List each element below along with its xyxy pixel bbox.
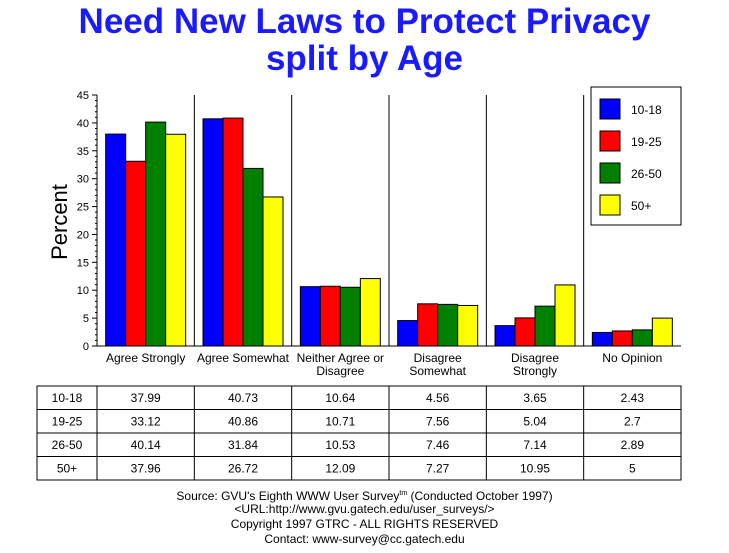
bar: [397, 320, 419, 347]
footer-source-sup: tm: [399, 490, 408, 497]
chart-title-line1: Need New Laws to Protect Privacy: [78, 2, 651, 41]
data-table-cell: 12.09: [325, 461, 355, 475]
bar: [457, 304, 479, 347]
data-table-cell: 40.86: [228, 414, 258, 428]
legend-swatch: [599, 162, 621, 184]
footer-url: <URL:http://www.gvu.gatech.edu/user_surv…: [234, 502, 495, 516]
category-label: Somewhat: [409, 364, 466, 378]
data-table-cell: 3.65: [523, 391, 547, 405]
data-table-cell: 10.53: [325, 438, 355, 452]
data-table-cell: 5.04: [523, 414, 547, 428]
bar: [359, 278, 381, 347]
bar: [554, 284, 576, 347]
data-table-row-label: 50+: [57, 461, 77, 475]
data-table-cell: 33.12: [131, 414, 161, 428]
footer-source: Source: GVU's Eighth WWW User Surveytm (…: [0, 486, 729, 504]
data-table-cell: 37.96: [131, 461, 161, 475]
y-tick-label: 40: [77, 118, 89, 130]
legend-label: 26-50: [631, 167, 662, 181]
y-tick-label: 35: [77, 146, 89, 158]
bar: [319, 285, 341, 347]
bar: [165, 133, 187, 347]
data-table-cell: 7.14: [523, 438, 547, 452]
data-table-row-label: 10-18: [52, 391, 83, 405]
category-label: Disagree: [316, 364, 364, 378]
bar: [222, 117, 244, 347]
bar: [631, 329, 653, 347]
y-axis-label: Percent: [47, 184, 72, 260]
bar: [339, 286, 361, 347]
data-table-cell: 10.95: [520, 461, 550, 475]
category-label: Strongly: [513, 364, 557, 378]
y-tick-label: 10: [77, 285, 89, 297]
bar: [262, 196, 284, 347]
data-table-cell: 2.89: [621, 438, 645, 452]
y-tick-label: 45: [77, 90, 89, 102]
legend-swatch: [599, 194, 621, 216]
category-label: Disagree: [414, 351, 462, 365]
data-table-cell: 31.84: [228, 438, 258, 452]
bar: [125, 160, 147, 347]
legend-label: 19-25: [631, 135, 662, 149]
data-table-row-label: 19-25: [52, 414, 83, 428]
bar: [437, 303, 459, 347]
category-label: Disagree: [511, 351, 559, 365]
category-label: No Opinion: [602, 351, 662, 365]
chart-title-line2: split by Age: [265, 39, 464, 78]
bar: [145, 121, 167, 347]
data-table-row-label: 26-50: [52, 438, 83, 452]
footer-copyright: Copyright 1997 GTRC - ALL RIGHTS RESERVE…: [230, 517, 499, 531]
bar: [494, 325, 516, 347]
legend-label: 10-18: [631, 103, 662, 117]
bar: [591, 331, 613, 347]
bar: [242, 167, 264, 347]
category-label: Neither Agree or: [297, 351, 384, 365]
y-tick-label: 30: [77, 174, 89, 186]
bar: [299, 286, 321, 347]
data-table-cell: 10.64: [325, 391, 355, 405]
y-tick-label: 25: [77, 202, 89, 214]
data-table-cell: 7.27: [426, 461, 450, 475]
bar: [651, 317, 673, 347]
y-tick-label: 20: [77, 229, 89, 241]
footer-source-suffix: (Conducted October 1997): [407, 489, 553, 503]
y-tick-label: 0: [83, 341, 89, 353]
legend-label: 50+: [631, 199, 651, 213]
y-tick-label: 15: [77, 257, 89, 269]
bar: [611, 330, 633, 347]
bar: [417, 303, 439, 347]
bar: [514, 317, 536, 347]
data-table-cell: 26.72: [228, 461, 258, 475]
legend-swatch: [599, 130, 621, 152]
category-label: Agree Strongly: [106, 351, 185, 365]
footer-contact: Contact: www-survey@cc.gatech.edu: [264, 532, 465, 546]
data-table-cell: 37.99: [131, 391, 161, 405]
data-table-cell: 5: [629, 461, 636, 475]
data-table-cell: 40.14: [131, 438, 161, 452]
data-table-cell: 7.46: [426, 438, 450, 452]
y-tick-label: 5: [83, 313, 89, 325]
data-table-cell: 10.71: [325, 414, 355, 428]
data-table-cell: 2.7: [624, 414, 641, 428]
bar: [202, 118, 224, 347]
footer-source-prefix: Source: GVU's Eighth WWW User Survey: [176, 489, 400, 503]
bar: [534, 305, 556, 347]
data-table-cell: 4.56: [426, 391, 450, 405]
legend-swatch: [599, 98, 621, 120]
data-table-cell: 2.43: [621, 391, 645, 405]
data-table-cell: 7.56: [426, 414, 450, 428]
category-label: Agree Somewhat: [197, 351, 290, 365]
bar: [105, 133, 127, 347]
data-table-cell: 40.73: [228, 391, 258, 405]
